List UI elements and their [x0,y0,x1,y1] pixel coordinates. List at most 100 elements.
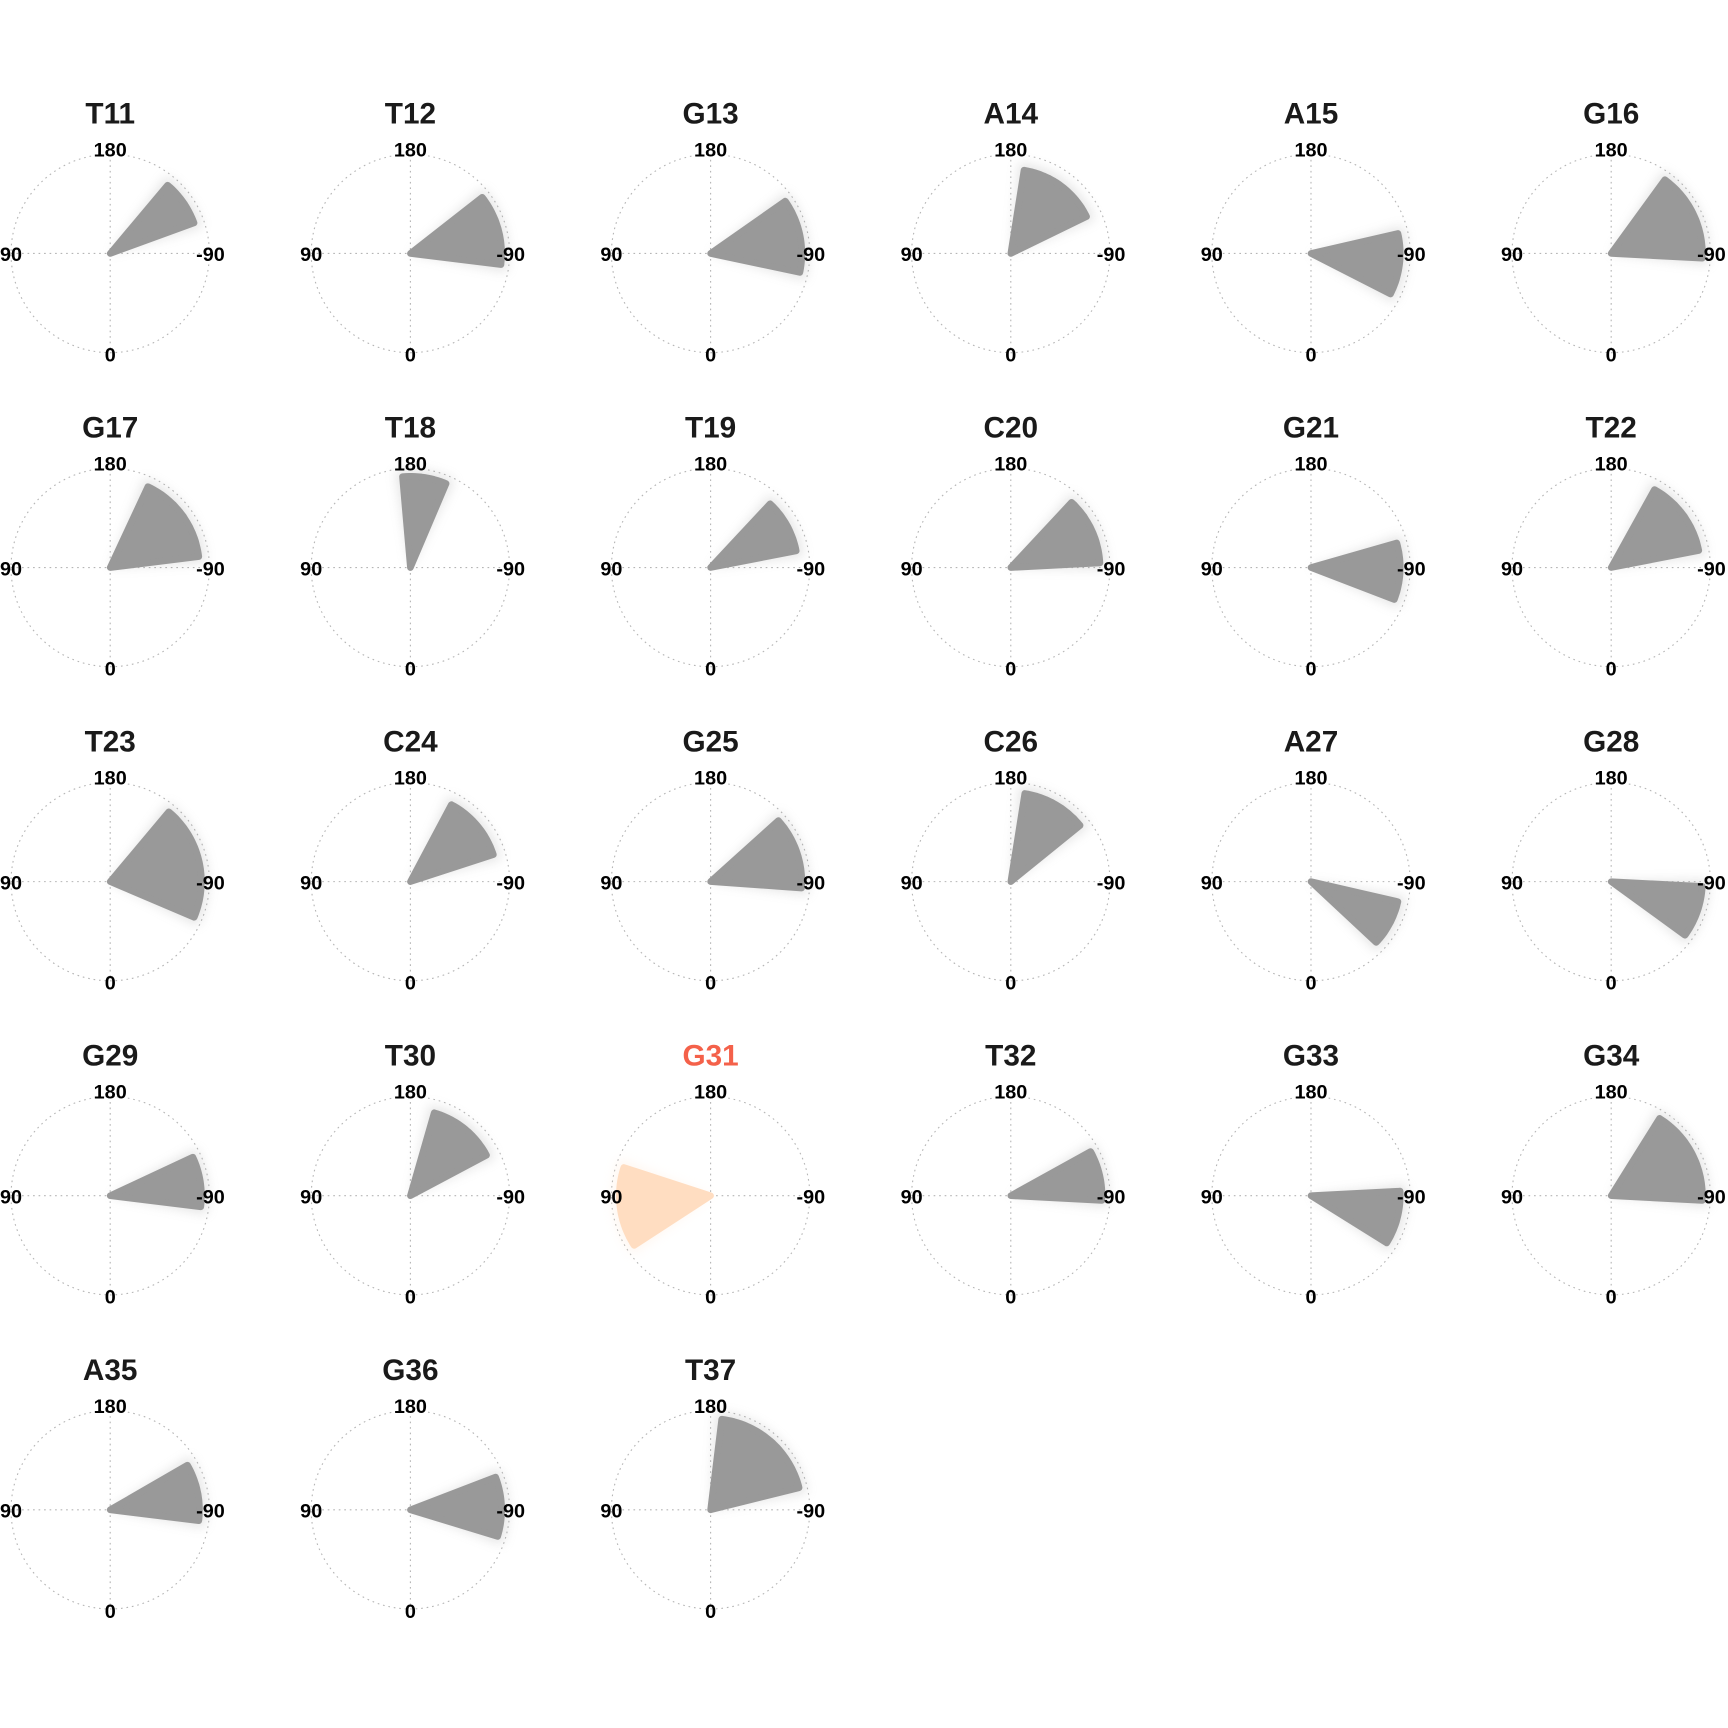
grid-circle [10,1410,210,1610]
tick-label-right: -90 [797,872,826,894]
tick-label-top: 180 [994,454,1027,476]
tick-label-left: 90 [1501,1186,1523,1208]
points-cloud [106,181,198,257]
panel-T12: T12 180 90 -90 0 [300,97,525,366]
panel-T23: T23 180 90 -90 0 [0,726,225,995]
panel-title: G25 [682,726,738,759]
tick-label-bottom: 0 [105,973,116,995]
tick-label-top: 180 [694,454,727,476]
grid-circle [310,1410,511,1610]
tick-label-top: 180 [694,139,727,161]
points-cloud [707,1415,803,1514]
tick-label-top: 180 [1294,1082,1327,1104]
grid-circle [310,467,511,668]
grid-circle [1211,781,1411,982]
panel-T11: T11 180 90 -90 0 [0,97,225,366]
tick-label-left: 90 [300,1186,322,1208]
tick-label-bottom: 0 [1305,344,1316,366]
grid-circle [610,153,811,354]
panel-G31: G31 180 90 -90 0 [600,1040,825,1309]
panel-T30: T30 180 90 -90 0 [300,1040,525,1309]
tick-label-top: 180 [394,139,427,161]
tick-label-left: 90 [0,244,22,266]
tick-label-top: 180 [694,1396,727,1418]
panel-title: G28 [1583,726,1639,759]
panel-title: G36 [382,1354,438,1387]
tick-label-top: 180 [1294,139,1327,161]
tick-label-bottom: 0 [105,659,116,681]
tick-label-bottom: 0 [1305,1287,1316,1309]
grid-circle [310,1095,511,1296]
tick-label-right: -90 [1697,244,1726,266]
tick-label-top: 180 [694,768,727,790]
tick-label-right: -90 [797,1501,826,1523]
panel-G36: G36 180 90 -90 0 [300,1354,525,1623]
points-cloud [106,1153,205,1211]
tick-label-top: 180 [1595,139,1628,161]
panel-title: C20 [984,412,1039,445]
panel-G33: G33 180 90 -90 0 [1201,1040,1426,1309]
panel-title: G13 [682,97,738,130]
tick-label-left: 90 [600,1186,622,1208]
panel-A14: A14 180 90 -90 0 [901,97,1126,366]
tick-label-right: -90 [196,1501,225,1523]
panel-G29: G29 180 90 -90 0 [0,1040,225,1309]
points-cloud [407,1473,505,1540]
tick-label-top: 180 [94,1396,127,1418]
points-cloud [407,801,497,885]
points-cloud [616,1164,714,1249]
panel-title: T11 [85,97,135,130]
tick-label-right: -90 [1697,1186,1726,1208]
panel-title: G29 [82,1040,138,1073]
panel-title: T18 [385,412,436,445]
panel-G16: G16 180 90 -90 0 [1501,97,1726,366]
tick-label-right: -90 [196,244,225,266]
tick-label-top: 180 [994,768,1027,790]
tick-label-top: 180 [94,1082,127,1104]
tick-label-bottom: 0 [1606,659,1617,681]
tick-label-left: 90 [901,244,923,266]
points-cloud [707,197,806,276]
points-cloud [407,1109,490,1200]
grid-circle [310,153,511,354]
panel-C24: C24 180 90 -90 0 [300,726,525,995]
panel-title: T30 [385,1040,436,1073]
panel-title: G16 [1583,97,1639,130]
panel-title: C24 [383,726,438,759]
tick-label-left: 90 [901,1186,923,1208]
grid-circle [1511,467,1711,668]
grid-circle [1511,1095,1711,1296]
tick-label-left: 90 [1201,558,1223,580]
points-cloud [106,483,203,571]
grid-circle [911,781,1111,982]
tick-label-right: -90 [797,558,826,580]
grid-circle [610,467,811,668]
tick-label-bottom: 0 [105,1601,116,1623]
points-cloud [1007,1148,1106,1204]
tick-label-left: 90 [901,558,923,580]
grid-circle [610,781,811,982]
panel-title: T32 [985,1040,1036,1073]
tick-label-right: -90 [496,872,525,894]
grid-circle [911,153,1111,354]
tick-label-bottom: 0 [1005,1287,1016,1309]
panel-A15: A15 180 90 -90 0 [1201,97,1426,366]
grid-circle [10,467,210,668]
tick-label-left: 90 [1501,558,1523,580]
tick-label-right: -90 [496,558,525,580]
panel-G17: G17 180 90 -90 0 [0,412,225,681]
points-cloud [1007,166,1090,257]
tick-label-left: 90 [600,1501,622,1523]
panel-G34: G34 180 90 -90 0 [1501,1040,1726,1309]
points-cloud [1607,878,1706,939]
tick-label-right: -90 [1697,558,1726,580]
tick-label-top: 180 [1595,768,1628,790]
tick-label-bottom: 0 [705,973,716,995]
tick-label-bottom: 0 [405,1287,416,1309]
points-cloud [106,808,205,921]
points-cloud [106,1461,203,1525]
grid-circle [1211,153,1411,354]
tick-label-right: -90 [1397,1186,1426,1208]
tick-label-right: -90 [1397,872,1426,894]
